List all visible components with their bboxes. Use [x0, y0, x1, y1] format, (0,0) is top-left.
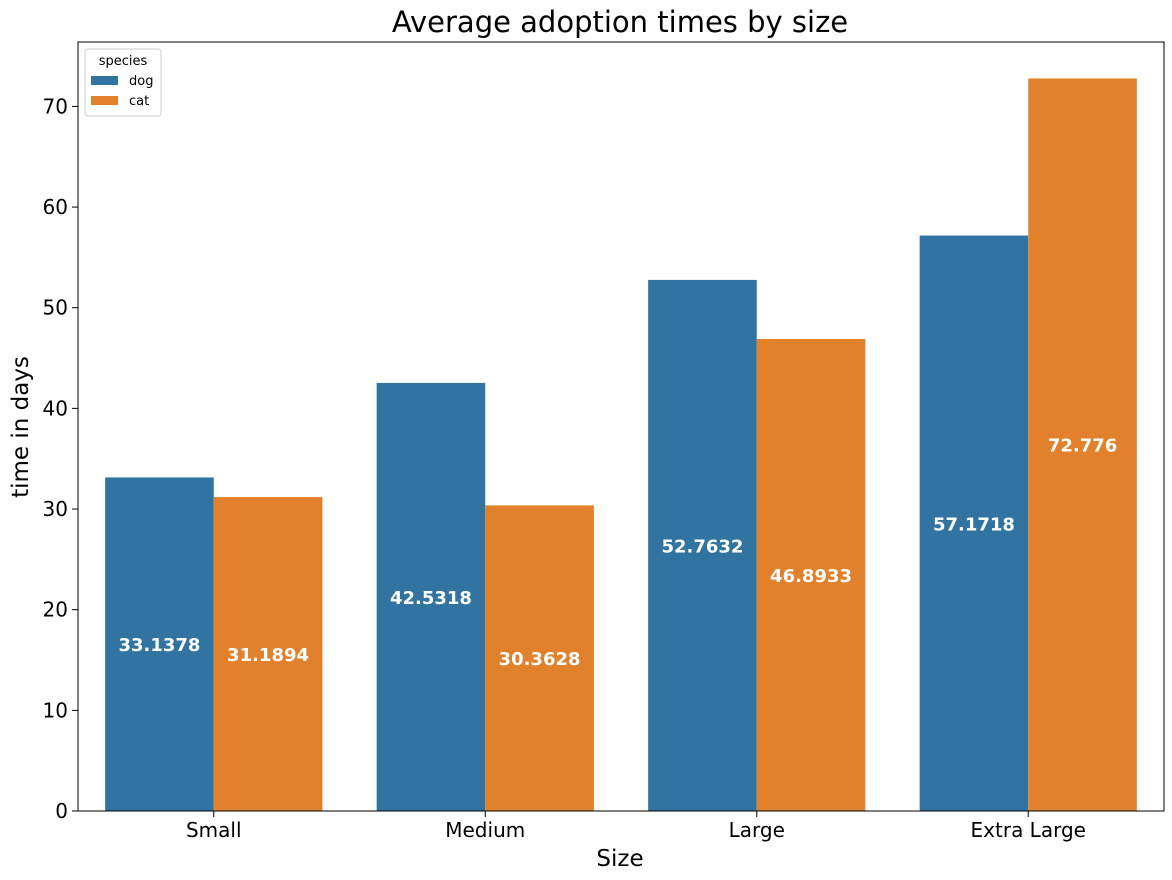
legend-swatch-dog	[91, 76, 118, 85]
y-tick-label: 70	[43, 94, 68, 118]
legend: species dog cat	[84, 48, 162, 117]
x-axis: Small Medium Large Extra Large	[186, 811, 1086, 842]
y-tick-label: 0	[55, 799, 68, 823]
y-tick-label: 10	[43, 698, 68, 722]
legend-swatch-cat	[91, 96, 118, 105]
bar-cat-medium	[485, 505, 594, 811]
x-axis-title: Size	[596, 846, 643, 872]
legend-title: species	[99, 54, 148, 69]
y-axis: 0 10 20 30 40 50 60 70	[43, 94, 78, 823]
x-tick-label: Extra Large	[971, 818, 1086, 842]
bar-value-label: 42.5318	[390, 588, 472, 609]
x-tick-label: Small	[186, 818, 242, 842]
y-tick-label: 60	[43, 195, 68, 219]
bar-cat-extra-large	[1028, 78, 1137, 811]
bar-value-label: 52.7632	[661, 536, 743, 557]
bar-value-label: 31.1894	[227, 645, 309, 666]
bar-cat-large	[756, 338, 866, 811]
plot-frame	[77, 41, 1165, 812]
legend-label-cat: cat	[129, 94, 149, 109]
y-tick-label: 30	[43, 497, 68, 521]
y-tick-label: 40	[43, 396, 68, 420]
bar-value-label: 46.8933	[770, 566, 852, 587]
x-tick-label: Medium	[445, 818, 525, 842]
bar-dog-large	[648, 279, 757, 811]
bar-value-label: 30.3628	[499, 649, 581, 670]
chart-title: Average adoption times by size	[392, 5, 848, 39]
bar-dog-small	[105, 477, 214, 811]
bar-value-label: 72.776	[1048, 436, 1117, 457]
bar-value-label: 33.1378	[118, 635, 200, 656]
bar-cat-small	[213, 497, 323, 811]
y-tick-label: 50	[43, 296, 68, 320]
x-tick-label: Large	[729, 818, 785, 842]
bar-labels-layer: 33.1378 42.5318 52.7632 57.1718 31.1894 30.36…	[118, 436, 1117, 670]
bar-dog-extra-large	[919, 235, 1029, 811]
bars-layer	[105, 78, 1137, 811]
bar-dog-medium	[376, 382, 486, 811]
y-axis-title: time in days	[8, 356, 34, 498]
legend-label-dog: dog	[129, 74, 153, 89]
bar-value-label: 57.1718	[933, 514, 1015, 535]
y-tick-label: 20	[43, 598, 68, 622]
